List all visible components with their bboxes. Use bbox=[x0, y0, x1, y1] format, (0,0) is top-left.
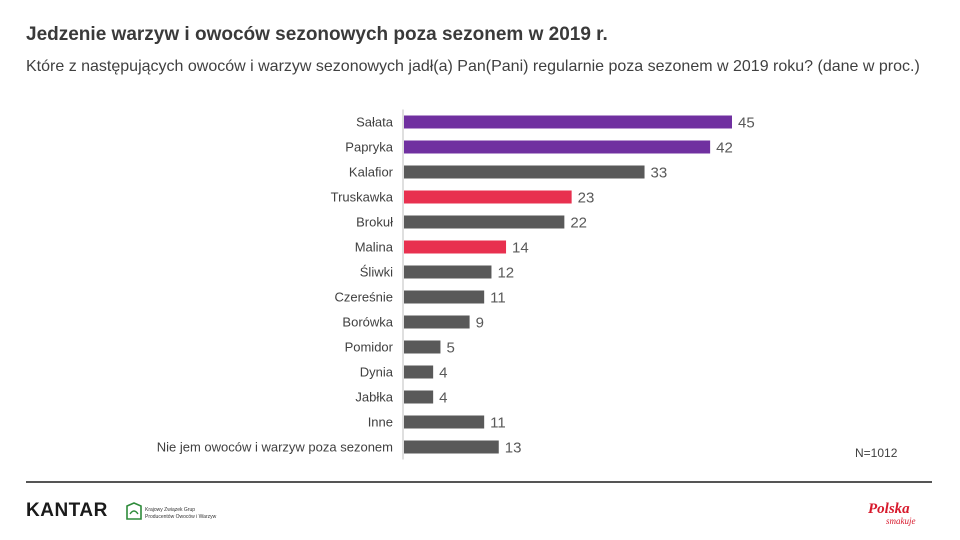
kzgp-logo: Krajowy Związek Grup Producentów Owoców … bbox=[126, 502, 217, 520]
kzgp-logo-line-1: Krajowy Związek Grup bbox=[145, 507, 195, 513]
polska-logo-text: Polska bbox=[868, 501, 910, 517]
category-label: Pomidor bbox=[345, 340, 394, 355]
category-label: Truskawka bbox=[331, 190, 394, 205]
kantar-logo: KANTAR bbox=[26, 500, 108, 521]
sample-size-label: N=1012 bbox=[855, 446, 898, 460]
bar bbox=[404, 415, 485, 429]
category-label: Czereśnie bbox=[334, 290, 393, 305]
category-label: Sałata bbox=[356, 115, 394, 130]
bar bbox=[404, 390, 434, 404]
category-label: Malina bbox=[355, 240, 394, 255]
category-label: Jabłka bbox=[355, 390, 393, 405]
category-label: Inne bbox=[368, 415, 393, 430]
data-label: 13 bbox=[505, 440, 522, 457]
data-label: 22 bbox=[570, 215, 587, 232]
bar bbox=[404, 265, 492, 279]
bar bbox=[404, 140, 711, 154]
bar bbox=[404, 240, 507, 254]
data-label: 45 bbox=[738, 115, 755, 132]
category-label: Kalafior bbox=[349, 165, 394, 180]
category-label: Dynia bbox=[360, 365, 394, 380]
polska-logo-subtext: smakuje bbox=[886, 516, 916, 526]
category-label: Brokuł bbox=[356, 215, 393, 230]
data-label: 33 bbox=[651, 165, 668, 182]
bar bbox=[404, 290, 485, 304]
bar bbox=[404, 315, 470, 329]
data-label: 4 bbox=[439, 365, 447, 382]
category-label: Śliwki bbox=[360, 265, 393, 280]
data-label: 14 bbox=[512, 240, 529, 257]
category-label: Papryka bbox=[345, 140, 393, 155]
bar bbox=[404, 190, 572, 204]
data-label: 23 bbox=[578, 190, 595, 207]
data-label: 4 bbox=[439, 390, 447, 407]
bar bbox=[404, 215, 565, 229]
bar bbox=[404, 165, 645, 179]
kzgp-logo-line-2: Producentów Owoców i Warzyw bbox=[145, 514, 217, 520]
data-label: 11 bbox=[490, 415, 506, 432]
data-label: 5 bbox=[446, 340, 454, 357]
footer-divider bbox=[26, 481, 932, 483]
bar bbox=[404, 340, 441, 354]
data-label: 12 bbox=[497, 265, 514, 282]
bar bbox=[404, 440, 499, 454]
chart-title: Jedzenie warzyw i owoców sezonowych poza… bbox=[26, 24, 608, 45]
bar bbox=[404, 365, 434, 379]
chart-subtitle: Które z następujących owoców i warzyw se… bbox=[26, 58, 920, 75]
bar bbox=[404, 115, 732, 129]
polska-smakuje-logo: Polska smakuje bbox=[868, 501, 916, 526]
data-label: 11 bbox=[490, 290, 506, 307]
category-label: Nie jem owoców i warzyw poza sezonem bbox=[157, 440, 393, 455]
data-label: 42 bbox=[716, 140, 733, 157]
category-label: Borówka bbox=[342, 315, 393, 330]
data-label: 9 bbox=[476, 315, 484, 332]
